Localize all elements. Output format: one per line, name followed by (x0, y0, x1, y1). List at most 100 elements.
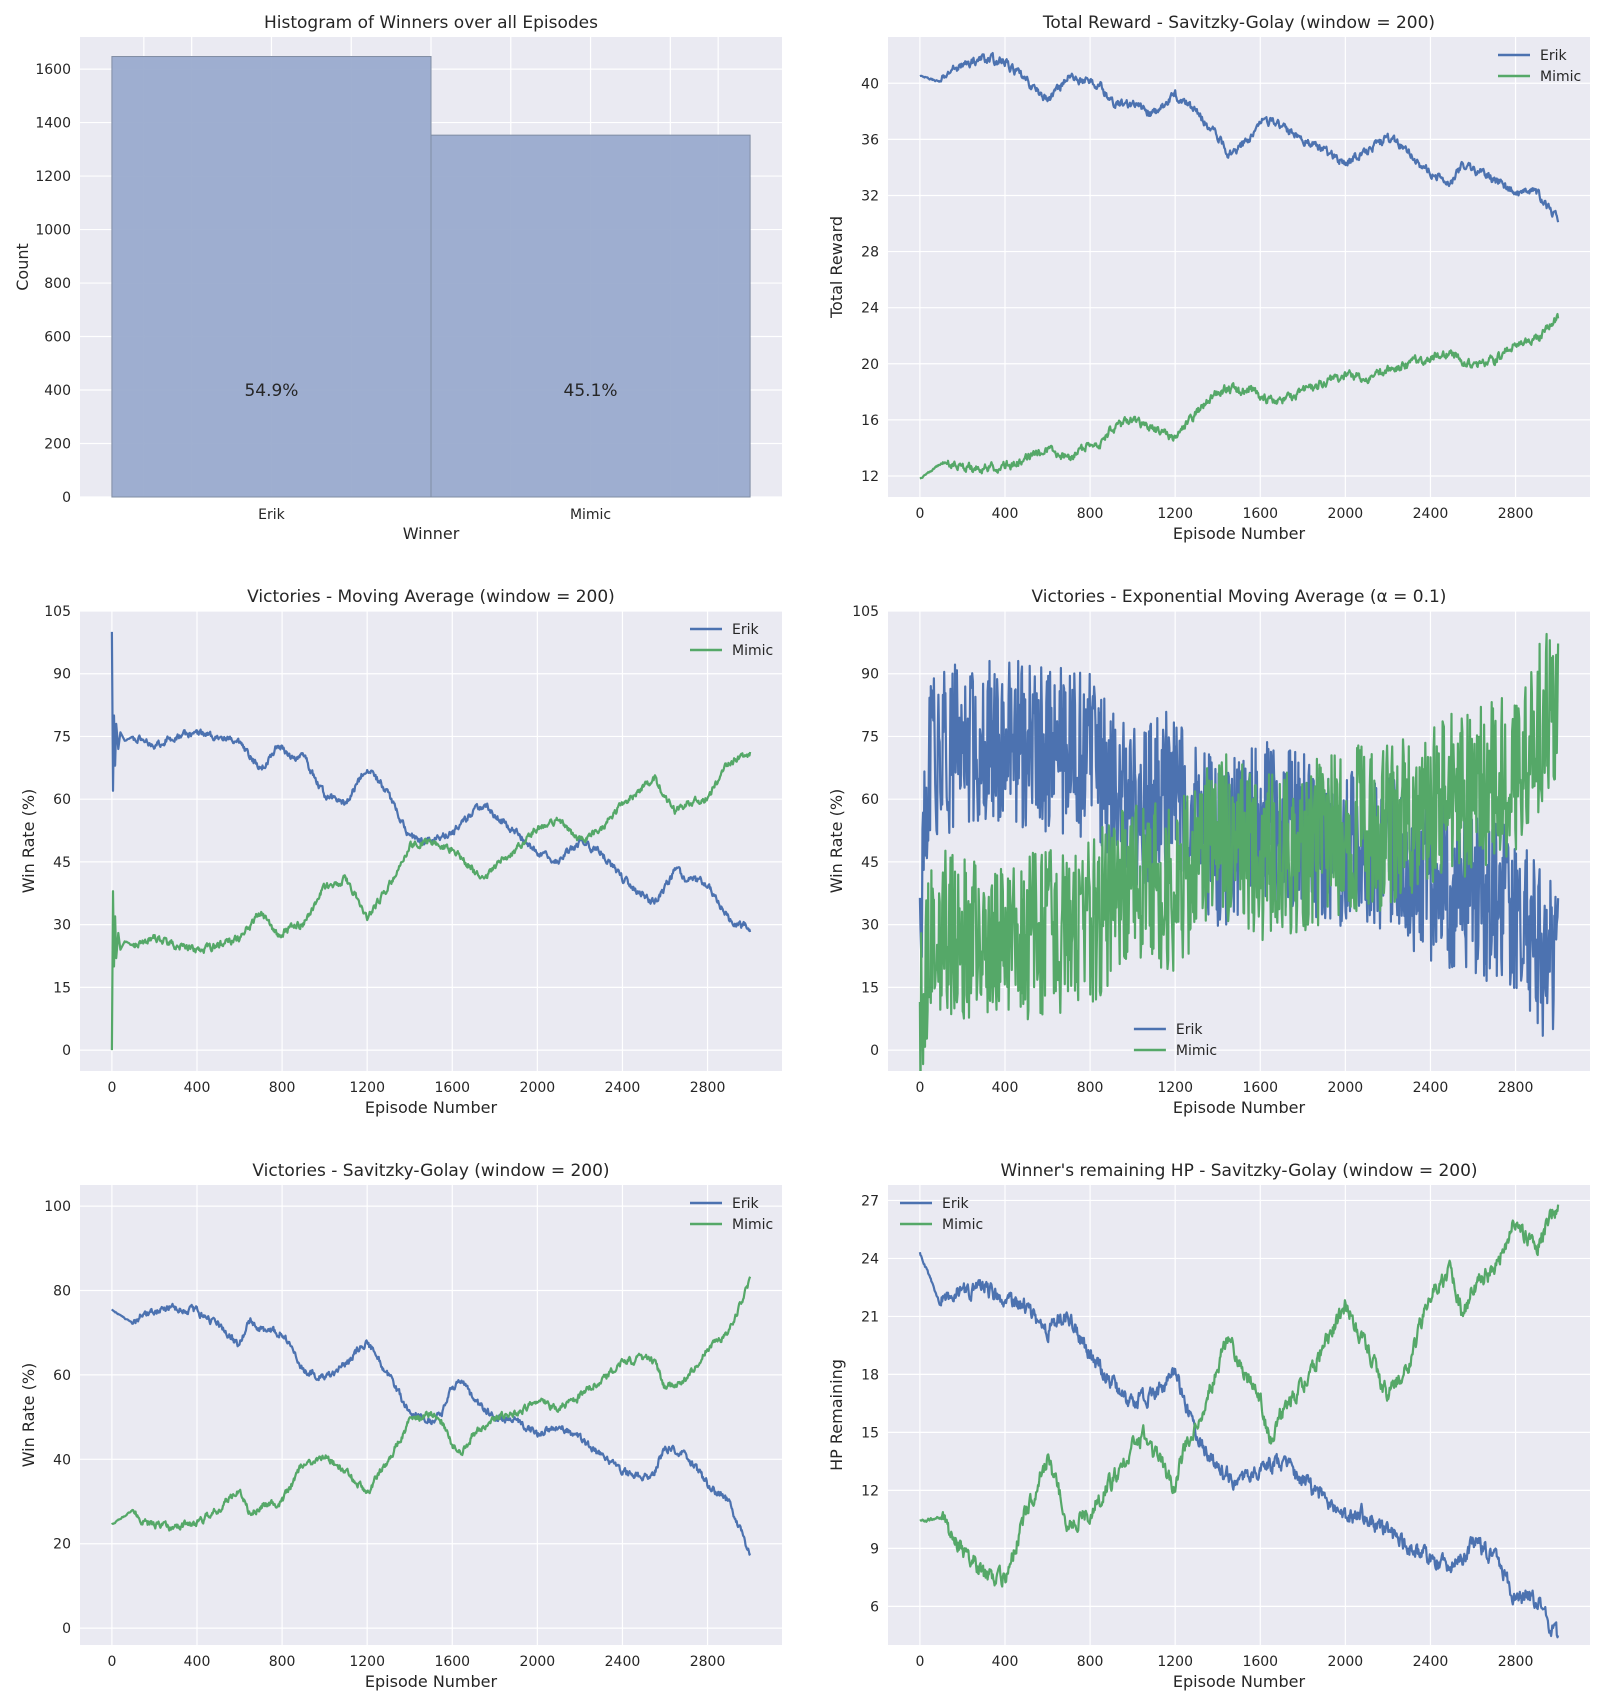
y-tick-label: 16 (861, 413, 879, 429)
x-tick-label: 2800 (690, 1654, 726, 1670)
legend: Erik Mimic (690, 1196, 773, 1233)
x-tick-label: 800 (1077, 1654, 1104, 1670)
legend-label: Mimic (732, 1217, 773, 1233)
y-tick-label: 15 (861, 980, 879, 996)
y-tick-label: 90 (53, 667, 71, 683)
subplot-3: 0 400 800 1200 1600 2000 2400 2800 0 15 30 45 60 75 90… (19, 587, 782, 1117)
chart-title: Victories - Moving Average (window = 200… (247, 587, 615, 607)
y-tick-label: 75 (53, 729, 71, 745)
y-tick-label: 15 (53, 980, 71, 996)
x-tick-label: 1200 (1157, 506, 1193, 522)
y-axis-label: Total Reward (827, 216, 846, 319)
x-tick-label: 2800 (1498, 1080, 1534, 1096)
x-tick-label: 400 (184, 1654, 211, 1670)
x-tick-label: 2800 (690, 1080, 726, 1096)
y-tick-label: 105 (44, 604, 71, 620)
y-tick-label: 20 (53, 1537, 71, 1553)
series-line-mimic (918, 632, 1560, 1071)
x-tick-label: 1600 (434, 1080, 470, 1096)
y-tick-label: 40 (53, 1452, 71, 1468)
subplot-6: 0 400 800 1200 1600 2000 2400 2800 6 9 12 15 18 21 24 2… (827, 1161, 1590, 1691)
y-axis-label: HP Remaining (827, 1359, 846, 1471)
y-tick-label: 32 (861, 188, 879, 204)
series-line-erik (110, 631, 752, 933)
y-tick-label: 105 (852, 604, 879, 620)
bar-mimic (430, 134, 751, 498)
bar-percent-label: 54.9% (244, 381, 298, 401)
y-tick-label: 100 (44, 1199, 71, 1215)
legend: Erik Mimic (900, 1196, 983, 1233)
x-tick-label: 400 (992, 1080, 1019, 1096)
y-tick-label: 15 (861, 1425, 879, 1441)
x-tick-label: 2000 (520, 1654, 556, 1670)
y-tick-label: 18 (861, 1367, 879, 1383)
x-axis-label: Episode Number (365, 1098, 498, 1117)
legend-label: Mimic (942, 1217, 983, 1233)
chart-title: Winner's remaining HP - Savitzky-Golay (… (1000, 1161, 1477, 1181)
chart-title: Total Reward - Savitzky-Golay (window = … (1042, 13, 1435, 33)
y-tick-label: 27 (861, 1193, 879, 1209)
y-tick-label: 45 (861, 855, 879, 871)
y-tick-label: 0 (870, 1043, 879, 1059)
y-tick-label: 1400 (35, 116, 71, 132)
y-axis-label: Win Rate (%) (827, 789, 846, 894)
y-axis-label: Win Rate (%) (19, 789, 38, 894)
y-axis-label: Win Rate (%) (19, 1363, 38, 1468)
chart-title: Histogram of Winners over all Episodes (264, 13, 598, 33)
x-tick-label: 1200 (349, 1654, 385, 1670)
x-tick-label: 400 (992, 1654, 1019, 1670)
y-tick-label: 28 (861, 245, 879, 261)
x-tick-label: 1200 (349, 1080, 385, 1096)
y-tick-label: 1200 (35, 169, 71, 185)
y-tick-label: 21 (861, 1309, 879, 1325)
x-tick-label: 2800 (1498, 1654, 1534, 1670)
y-tick-label: 1600 (35, 62, 71, 78)
legend-label: Erik (1176, 1022, 1203, 1038)
subplot-2: 0 400 800 1200 1600 2000 2400 2800 12 16 20 24 28 32 3… (827, 13, 1590, 543)
x-tick-label: 0 (915, 506, 924, 522)
chart-title: Victories - Savitzky-Golay (window = 200… (252, 1161, 609, 1181)
y-tick-label: 60 (53, 1368, 71, 1384)
x-tick-label: 0 (915, 1080, 924, 1096)
y-tick-label: 20 (861, 357, 879, 373)
y-tick-label: 36 (861, 132, 879, 148)
subplot-4: 0 400 800 1200 1600 2000 2400 2800 0 15 30 45 60 75 90… (827, 587, 1590, 1117)
series-line-mimic (919, 312, 1560, 480)
x-tick-label: 800 (269, 1654, 296, 1670)
y-tick-label: 0 (62, 490, 71, 506)
x-axis-label: Episode Number (1173, 524, 1306, 543)
y-tick-label: 80 (53, 1284, 71, 1300)
x-axis-label: Episode Number (365, 1672, 498, 1691)
y-tick-label: 45 (53, 855, 71, 871)
series-line-mimic (919, 1204, 1560, 1588)
y-tick-label: 24 (861, 301, 879, 317)
bar-percent-label: 45.1% (564, 381, 618, 401)
y-tick-label: 6 (870, 1599, 879, 1615)
legend-label: Mimic (732, 643, 773, 659)
x-tick-label: 400 (992, 506, 1019, 522)
series-line-mimic (110, 751, 752, 1051)
x-tick-label: 2000 (1328, 1654, 1364, 1670)
series-line-erik (919, 51, 1560, 223)
series-line-erik (918, 1251, 1560, 1639)
y-tick-label: 9 (870, 1541, 879, 1557)
x-tick-label: 2400 (605, 1080, 641, 1096)
x-tick-label: 2000 (1328, 1080, 1364, 1096)
series-line-mimic (111, 1276, 752, 1532)
x-tick-label: 800 (1077, 506, 1104, 522)
series-line-erik (918, 659, 1560, 1037)
y-tick-label: 24 (861, 1251, 879, 1267)
y-tick-label: 75 (861, 729, 879, 745)
x-tick-label: 0 (915, 1654, 924, 1670)
legend-label: Erik (942, 1196, 969, 1212)
y-tick-label: 30 (861, 918, 879, 934)
x-tick-label: 2400 (1413, 1654, 1449, 1670)
y-axis-label: Count (13, 243, 32, 291)
plot-area (888, 37, 1590, 497)
y-tick-label: 800 (44, 276, 71, 292)
x-tick-label: 1200 (1157, 1654, 1193, 1670)
x-axis-label: Winner (403, 524, 460, 543)
legend-label: Erik (1540, 48, 1567, 64)
x-axis-label: Episode Number (1173, 1672, 1306, 1691)
